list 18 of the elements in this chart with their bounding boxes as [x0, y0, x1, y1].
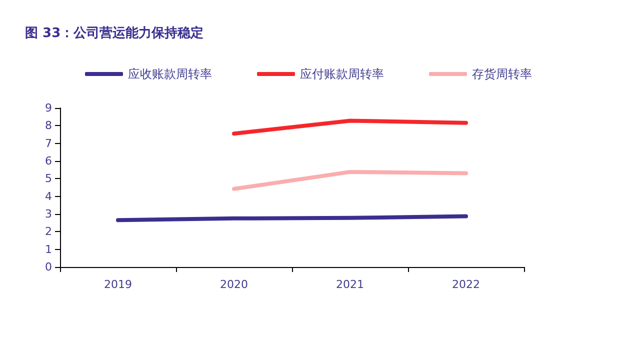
- y-tick-label: 1: [45, 242, 52, 256]
- y-tick-label: 5: [45, 172, 52, 186]
- legend-label: 应收账款周转率: [128, 67, 212, 81]
- y-tick-label: 7: [45, 136, 52, 150]
- y-tick-label: 4: [45, 190, 52, 203]
- y-tick-label: 3: [45, 208, 52, 220]
- x-tick-label: 2022: [452, 278, 480, 291]
- x-tick-label: 2019: [104, 278, 132, 291]
- y-tick-label: 2: [45, 225, 52, 238]
- x-tick-label: 2021: [336, 278, 364, 291]
- legend-label: 应付账款周转率: [300, 67, 384, 81]
- y-tick-label: 8: [45, 119, 52, 132]
- chart-title: 图 33：公司营运能力保持稳定: [25, 25, 204, 41]
- legend-label: 存货周转率: [472, 67, 532, 81]
- y-tick-label: 0: [45, 260, 52, 274]
- y-tick-label: 6: [45, 154, 52, 168]
- x-tick-label: 2020: [220, 278, 248, 291]
- y-tick-label: 9: [45, 102, 52, 114]
